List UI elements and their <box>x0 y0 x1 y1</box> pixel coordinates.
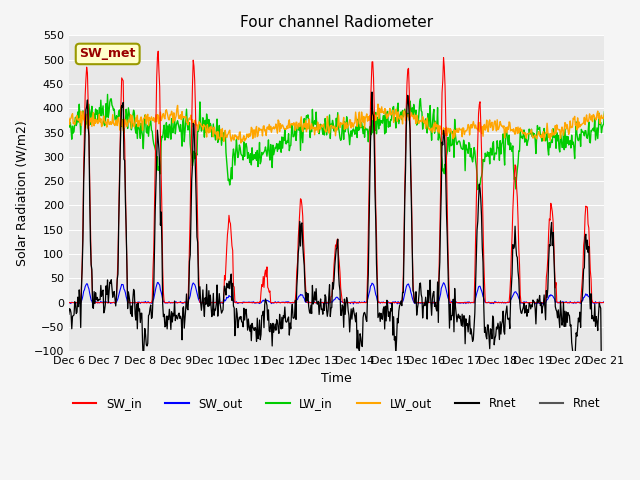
X-axis label: Time: Time <box>321 372 352 384</box>
Title: Four channel Radiometer: Four channel Radiometer <box>240 15 433 30</box>
Text: SW_met: SW_met <box>79 48 136 60</box>
Y-axis label: Solar Radiation (W/m2): Solar Radiation (W/m2) <box>15 120 28 266</box>
Legend: SW_in, SW_out, LW_in, LW_out, Rnet, Rnet: SW_in, SW_out, LW_in, LW_out, Rnet, Rnet <box>68 392 605 415</box>
